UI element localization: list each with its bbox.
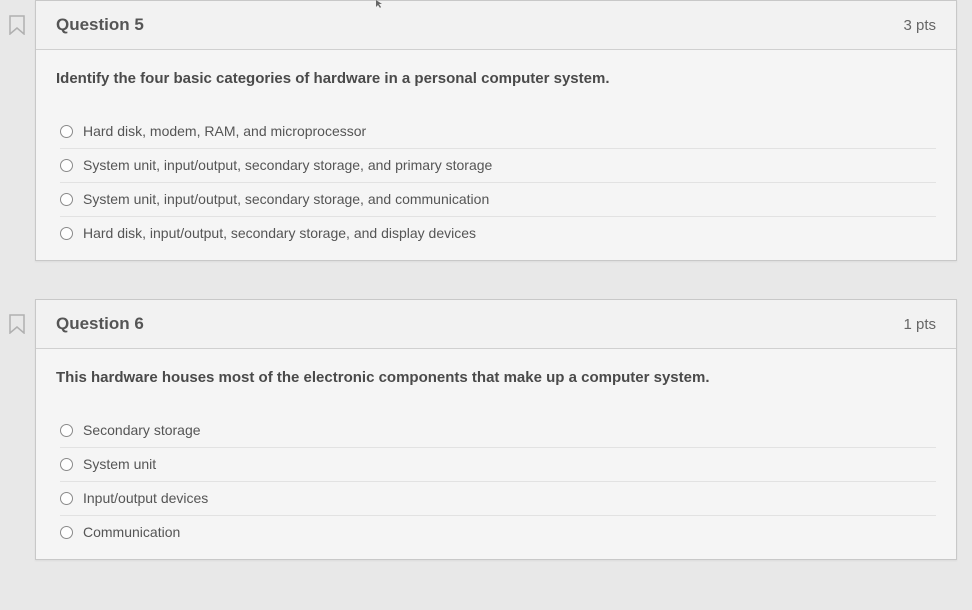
question-prompt: Identify the four basic categories of ha… bbox=[56, 70, 936, 87]
option-label: Hard disk, input/output, secondary stora… bbox=[83, 225, 476, 241]
radio-icon[interactable] bbox=[60, 227, 73, 240]
question-points: 1 pts bbox=[903, 316, 936, 333]
option-label: Secondary storage bbox=[83, 422, 201, 438]
radio-icon[interactable] bbox=[60, 492, 73, 505]
options-list: Secondary storage System unit Input/outp… bbox=[56, 414, 936, 559]
question-card-5: Question 5 3 pts Identify the four basic… bbox=[35, 0, 957, 261]
question-points: 3 pts bbox=[903, 17, 936, 34]
radio-icon[interactable] bbox=[60, 526, 73, 539]
bookmark-icon[interactable] bbox=[8, 15, 26, 35]
options-list: Hard disk, modem, RAM, and microprocesso… bbox=[56, 115, 936, 260]
option-row[interactable]: Secondary storage bbox=[60, 414, 936, 448]
option-row[interactable]: Input/output devices bbox=[60, 482, 936, 516]
question-title: Question 5 bbox=[56, 15, 144, 35]
option-row[interactable]: System unit, input/output, secondary sto… bbox=[60, 183, 936, 217]
option-row[interactable]: Hard disk, modem, RAM, and microprocesso… bbox=[60, 115, 936, 149]
bookmark-icon[interactable] bbox=[8, 314, 26, 334]
radio-icon[interactable] bbox=[60, 193, 73, 206]
option-label: Hard disk, modem, RAM, and microprocesso… bbox=[83, 123, 366, 139]
option-label: System unit bbox=[83, 456, 156, 472]
radio-icon[interactable] bbox=[60, 458, 73, 471]
option-label: System unit, input/output, secondary sto… bbox=[83, 191, 489, 207]
option-row[interactable]: System unit, input/output, secondary sto… bbox=[60, 149, 936, 183]
question-body: Identify the four basic categories of ha… bbox=[36, 50, 956, 260]
option-row[interactable]: Hard disk, input/output, secondary stora… bbox=[60, 217, 936, 250]
question-prompt: This hardware houses most of the electro… bbox=[56, 369, 936, 386]
question-header: Question 6 1 pts bbox=[36, 300, 956, 349]
radio-icon[interactable] bbox=[60, 125, 73, 138]
option-row[interactable]: System unit bbox=[60, 448, 936, 482]
option-label: Communication bbox=[83, 524, 180, 540]
radio-icon[interactable] bbox=[60, 424, 73, 437]
option-label: Input/output devices bbox=[83, 490, 208, 506]
cursor-dot-icon bbox=[376, 0, 382, 1]
question-header: Question 5 3 pts bbox=[36, 1, 956, 50]
option-row[interactable]: Communication bbox=[60, 516, 936, 549]
question-body: This hardware houses most of the electro… bbox=[36, 349, 956, 559]
radio-icon[interactable] bbox=[60, 159, 73, 172]
option-label: System unit, input/output, secondary sto… bbox=[83, 157, 492, 173]
question-card-6: Question 6 1 pts This hardware houses mo… bbox=[35, 299, 957, 560]
question-title: Question 6 bbox=[56, 314, 144, 334]
